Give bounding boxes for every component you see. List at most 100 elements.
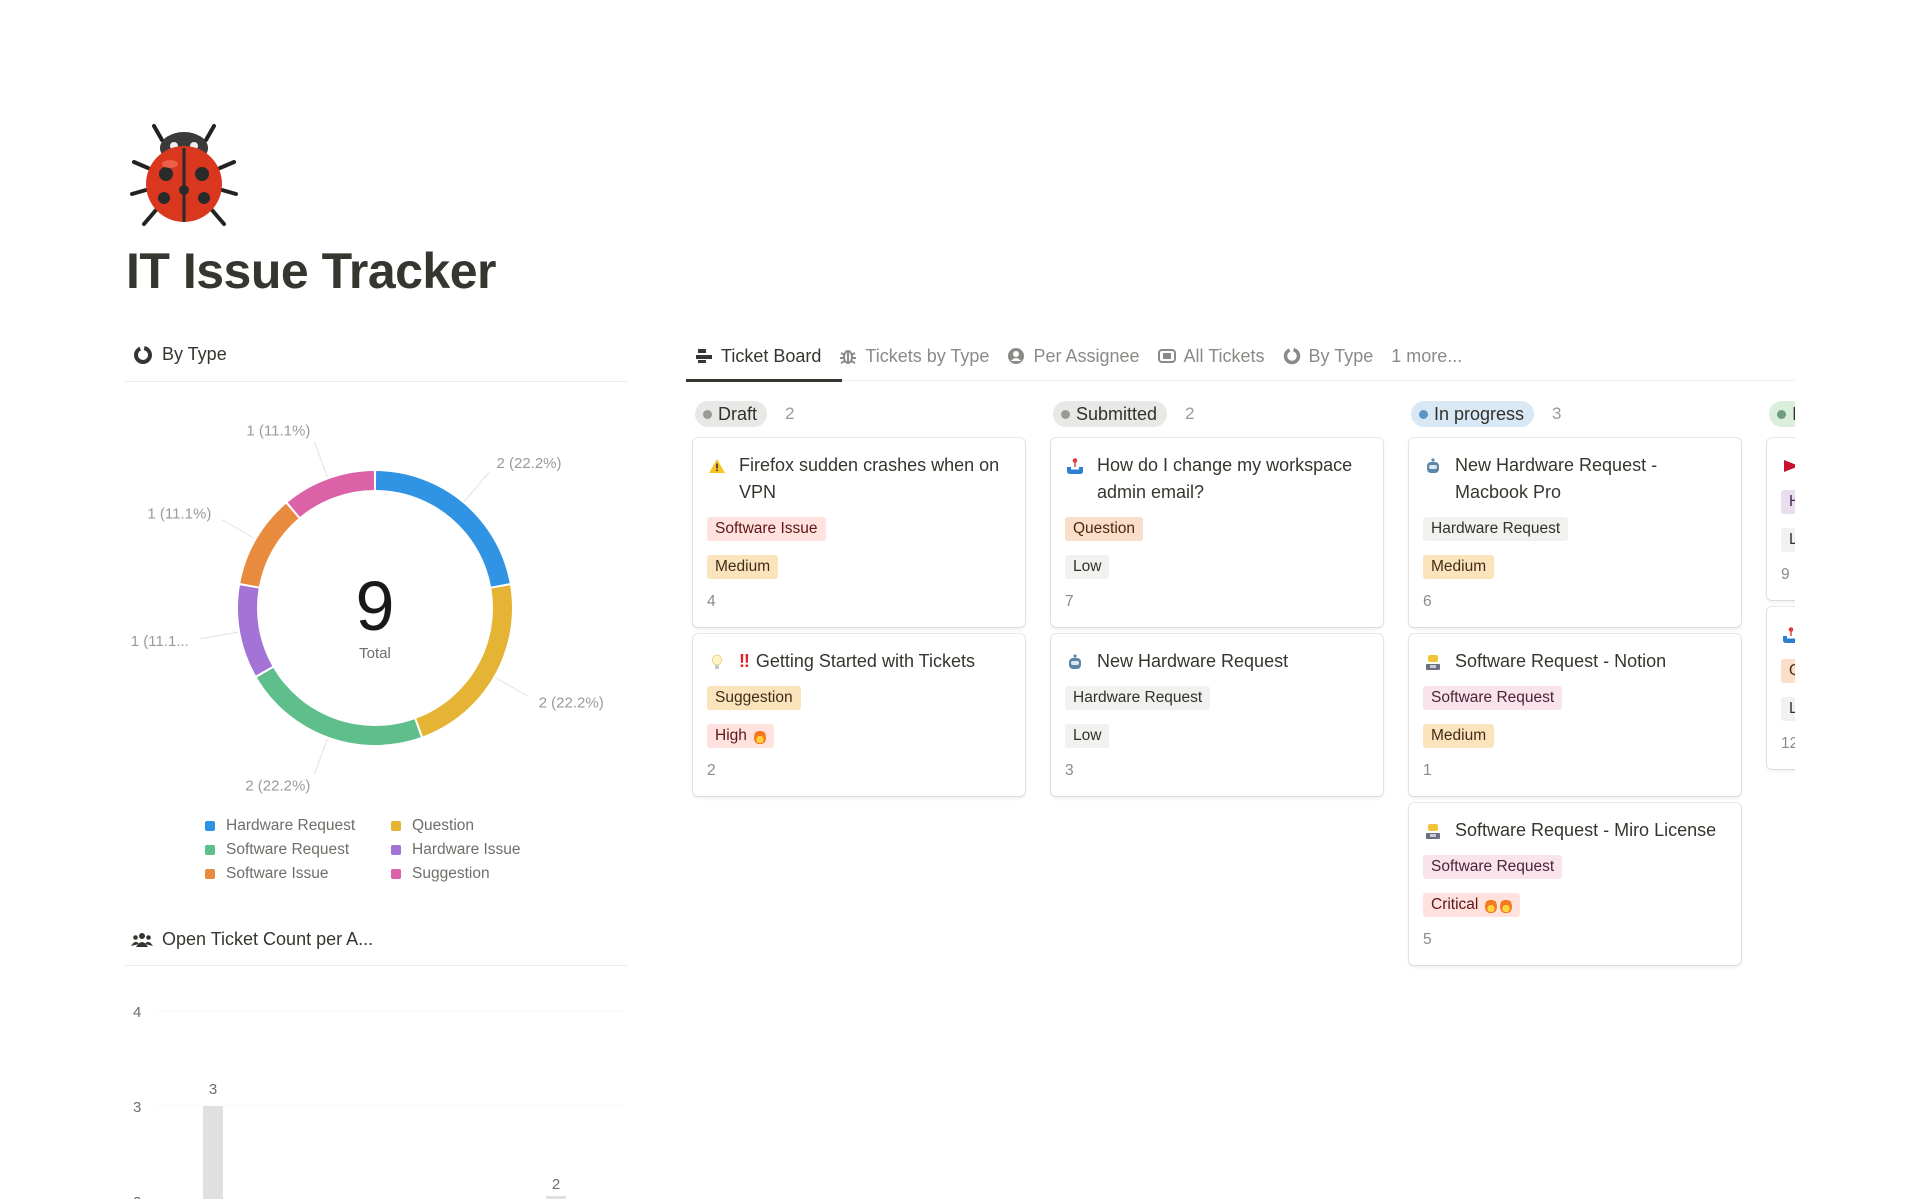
column-header[interactable]: Draft 2 <box>693 401 1025 427</box>
donut-slice-suggestion[interactable] <box>287 471 375 518</box>
technologist-icon <box>1423 648 1443 675</box>
bar[interactable] <box>203 1106 223 1199</box>
ticket-title-row <box>1781 452 1795 479</box>
by-type-chart-header[interactable]: By Type <box>133 344 227 365</box>
tag-row: Low <box>1065 555 1369 579</box>
type-tag: Question <box>1065 517 1144 541</box>
status-badge[interactable]: Submitted <box>1053 401 1168 427</box>
priority-tag: Medium <box>1423 555 1495 579</box>
column-count: 2 <box>1185 404 1195 423</box>
legend-item[interactable]: Hardware Request <box>205 817 391 835</box>
ticket-card[interactable]: H L 9 <box>1767 438 1795 600</box>
donut-slice-hardware-issue[interactable] <box>238 585 273 676</box>
ticket-card[interactable]: Software Request - Notion Software Reques… <box>1409 634 1741 796</box>
assignee-chart-title: Open Ticket Count per A... <box>162 929 374 949</box>
priority-tag: Low <box>1065 555 1110 579</box>
technologist-icon <box>1423 817 1443 844</box>
tab-ticket-board[interactable]: Ticket Board <box>686 340 830 372</box>
ticket-number: 12 <box>1781 735 1795 752</box>
priority-tag: High <box>707 724 774 748</box>
tag-label: Q <box>1789 662 1795 680</box>
tab-tickets-by-type[interactable]: Tickets by Type <box>830 340 998 372</box>
ticket-title-row: Firefox sudden crashes when on VPN <box>707 452 1011 506</box>
fire-icon <box>1485 897 1498 913</box>
tag-row: L <box>1781 528 1795 552</box>
tag-label: High <box>715 727 747 744</box>
double-exclamation-icon: ‼ <box>739 651 750 671</box>
slice-data-label: 1 (11.1%) <box>147 506 211 523</box>
ticket-title-row: ‼ Getting Started with Tickets <box>707 648 1011 675</box>
column-header[interactable]: In progress 3 <box>1409 401 1741 427</box>
ticket-title-text: New Hardware Request - Macbook Pro <box>1455 455 1658 502</box>
ticket-card[interactable]: How do I change my workspace admin email… <box>1051 438 1383 627</box>
legend-item[interactable]: Hardware Issue <box>391 841 551 859</box>
tag-label: Medium <box>715 558 771 575</box>
ticket-title: Software Request - Notion <box>1455 648 1666 675</box>
priority-tag: Critical <box>1423 893 1521 917</box>
bar[interactable] <box>546 1196 566 1199</box>
ticket-card[interactable]: Software Request - Miro License Software … <box>1409 803 1741 965</box>
leader-line <box>313 738 328 775</box>
priority-tag: Medium <box>1423 724 1495 748</box>
legend-swatch <box>205 845 215 855</box>
legend-swatch <box>391 821 401 831</box>
ticket-card[interactable]: ‼ Getting Started with Tickets Suggestion H… <box>693 634 1025 796</box>
tag-label: H <box>1789 493 1795 510</box>
status-badge[interactable]: Draft <box>695 401 768 427</box>
tag-row: L <box>1781 697 1795 721</box>
ticket-card[interactable]: New Hardware Request Hardware Request Low 3 <box>1051 634 1383 796</box>
tab-by-type[interactable]: By Type <box>1274 340 1383 372</box>
warning-icon <box>707 452 727 479</box>
ladybug-icon[interactable] <box>128 118 240 230</box>
donut-slice-hardware-request[interactable] <box>375 471 510 587</box>
tag-row: Q <box>1781 659 1795 683</box>
ticket-board: Draft 2 Firefox sudden crashes when on VPN… <box>680 395 1795 1095</box>
column-count: 3 <box>1552 404 1562 423</box>
status-label: Draft <box>718 403 758 424</box>
y-tick-label: 2 <box>133 1194 141 1199</box>
ticket-title-text: How do I change my workspace admin email… <box>1097 455 1353 502</box>
donut-total-label: Total <box>359 645 391 662</box>
priority-tag: L <box>1781 528 1795 552</box>
tag-row: Software Request <box>1423 855 1727 879</box>
ticket-title-text: Getting Started with Tickets <box>755 651 975 671</box>
type-tag: Software Request <box>1423 855 1563 879</box>
legend-swatch <box>391 869 401 879</box>
legend-item[interactable]: Suggestion <box>391 865 551 883</box>
ticket-number: 2 <box>707 762 716 779</box>
ticket-card[interactable]: Q L 12 <box>1767 607 1795 769</box>
ticket-title-row: Software Request - Notion <box>1423 648 1727 675</box>
column-header[interactable]: I <box>1767 401 1795 427</box>
legend-label: Software Issue <box>226 865 329 882</box>
lightbulb-icon <box>707 648 727 675</box>
status-badge[interactable]: I <box>1769 401 1795 427</box>
legend-item[interactable]: Software Request <box>205 841 391 859</box>
ticket-title: ‼ Getting Started with Tickets <box>739 648 975 675</box>
type-tag: H <box>1781 490 1795 514</box>
legend-item[interactable]: Question <box>391 817 551 835</box>
tab-1-more[interactable]: 1 more... <box>1382 340 1471 372</box>
chart-legend: Hardware Request Question Software Request… <box>205 817 551 883</box>
assignee-chart-header[interactable]: Open Ticket Count per A... <box>131 929 373 950</box>
column-count: 2 <box>785 404 795 423</box>
legend-swatch <box>205 821 215 831</box>
tab-per-assignee[interactable]: Per Assignee <box>998 340 1148 372</box>
legend-item[interactable]: Software Issue <box>205 865 391 883</box>
leader-line <box>463 472 490 502</box>
donut-slice-question[interactable] <box>416 585 512 737</box>
status-badge[interactable]: In progress <box>1411 401 1535 427</box>
ticket-title-text: Software Request - Miro License <box>1455 820 1717 840</box>
ticket-card[interactable]: Firefox sudden crashes when on VPN Softwa… <box>693 438 1025 627</box>
donut-slice-software-issue[interactable] <box>240 503 299 587</box>
tag-label: Software Issue <box>715 520 818 537</box>
tab-all-tickets[interactable]: All Tickets <box>1149 340 1274 372</box>
column-header[interactable]: Submitted 2 <box>1051 401 1383 427</box>
ticket-title-row: Software Request - Miro License <box>1423 817 1727 844</box>
ticket-number: 7 <box>1065 593 1074 610</box>
type-tag: Software Request <box>1423 686 1563 710</box>
ticket-card[interactable]: New Hardware Request - Macbook Pro Hardwa… <box>1409 438 1741 627</box>
donut-slice-software-request[interactable] <box>256 667 421 745</box>
bar-data-label: 2 <box>552 1176 560 1193</box>
leader-line <box>313 441 328 478</box>
tag-label: Suggestion <box>715 689 793 706</box>
